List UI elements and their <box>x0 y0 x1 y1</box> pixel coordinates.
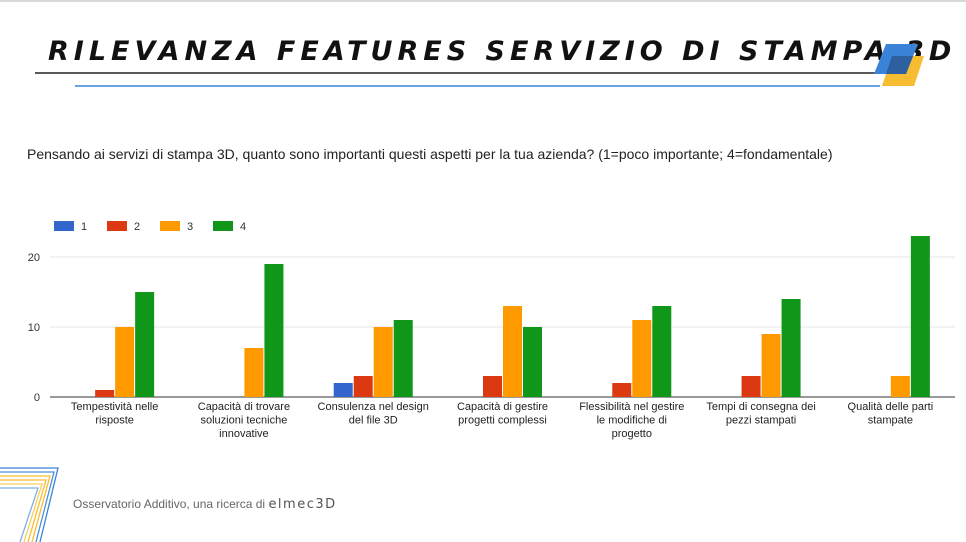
x-tick-label: Tempestività nelle risposte <box>71 401 158 427</box>
title-decoration <box>35 44 924 87</box>
y-tick-label: 20 <box>28 252 40 264</box>
bar-series-2 <box>353 376 373 397</box>
bar-series-2 <box>483 376 502 397</box>
legend-swatch <box>213 221 233 231</box>
top-border <box>0 0 966 2</box>
legend-label: 1 <box>81 221 87 233</box>
legend-swatch <box>160 221 180 231</box>
bar-series-4 <box>781 299 801 397</box>
x-tick-label: Capacità di trovare soluzioni tecniche inn… <box>198 401 290 440</box>
bar-series-2 <box>95 390 115 397</box>
footer-credit-text: Osservatorio Additivo, una ricerca di <box>73 497 266 511</box>
bar-series-3 <box>503 306 522 397</box>
bar-series-4 <box>264 264 284 397</box>
bar-series-4 <box>393 320 413 397</box>
legend-swatch <box>107 221 127 231</box>
bar-series-4 <box>652 306 672 397</box>
legend-label: 2 <box>134 221 140 233</box>
slide-title: RILEVANZA FEATURES SERVIZIO DI STAMPA 3D <box>48 36 957 67</box>
bar-series-3 <box>761 334 781 397</box>
bar-series-2 <box>741 376 761 397</box>
y-tick-label: 0 <box>34 392 40 404</box>
footer-brand: elmec3D <box>268 497 337 512</box>
legend-label: 3 <box>187 221 193 233</box>
question-text: Pensando ai servizi di stampa 3D, quanto… <box>27 146 833 162</box>
bar-series-4 <box>910 236 930 397</box>
x-tick-label: Capacità di gestire progetti complessi <box>457 401 548 427</box>
x-tick-label: Qualità delle parti stampate <box>848 401 934 427</box>
bar-series-3 <box>115 327 135 397</box>
bar-series-3 <box>632 320 652 397</box>
bar-series-2 <box>612 383 632 397</box>
x-tick-label: Consulenza nel design del file 3D <box>318 401 429 427</box>
bar-chart: 0 10 20 Tempestività nelle risposte Capacità … <box>28 221 955 440</box>
footer-logo-mark <box>0 467 59 542</box>
logo-overlap-shape <box>886 56 913 74</box>
bar-series-4 <box>523 327 542 397</box>
legend-label: 4 <box>240 221 246 233</box>
bar-series-3 <box>244 348 264 397</box>
bar-series-3 <box>890 376 910 397</box>
x-tick-label: Tempi di consegna dei pezzi stampati <box>706 401 815 427</box>
bar-series-1 <box>333 383 353 397</box>
x-tick-label: Flessibilità nel gestire le modifiche di p… <box>579 401 684 440</box>
legend-swatch <box>54 221 74 231</box>
y-tick-label: 10 <box>28 322 40 334</box>
bar-series-3 <box>373 327 393 397</box>
footer-credit: Osservatorio Additivo, una ricerca di el… <box>73 497 337 512</box>
bar-series-4 <box>135 292 155 397</box>
